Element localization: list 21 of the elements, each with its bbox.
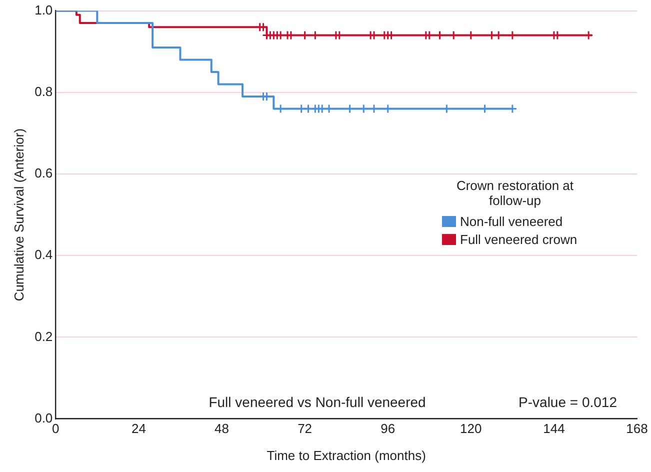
- x-tick-label: 120: [460, 421, 482, 436]
- x-tick-label: 24: [131, 421, 146, 436]
- x-axis-title: Time to Extraction (months): [266, 448, 426, 463]
- legend-title: Crown restoration at follow-up: [455, 178, 575, 208]
- y-tick-label: 0.0: [34, 410, 53, 426]
- x-tick-label: 48: [214, 421, 229, 436]
- annotation: Full veneered vs Non-full veneered: [208, 394, 426, 410]
- annotation: P-value = 0.012: [518, 394, 618, 410]
- y-tick-label: 1.0: [34, 2, 53, 18]
- legend-label: Non-full veneered: [460, 214, 563, 228]
- legend-label: Full veneered crown: [460, 232, 578, 246]
- x-tick-label: 168: [626, 421, 648, 436]
- y-tick-label: 0.4: [34, 247, 53, 262]
- y-tick-label: 0.8: [34, 84, 53, 99]
- x-tick-label: 72: [298, 421, 312, 436]
- y-axis-title: Cumulative Survival (Anterior): [11, 128, 26, 302]
- y-tick-label: 0.2: [34, 328, 53, 344]
- y-tick-label: 0.6: [34, 166, 53, 181]
- x-tick-label: 144: [543, 421, 565, 436]
- x-tick-label: 96: [380, 421, 396, 436]
- x-tick-label: 0: [52, 421, 60, 436]
